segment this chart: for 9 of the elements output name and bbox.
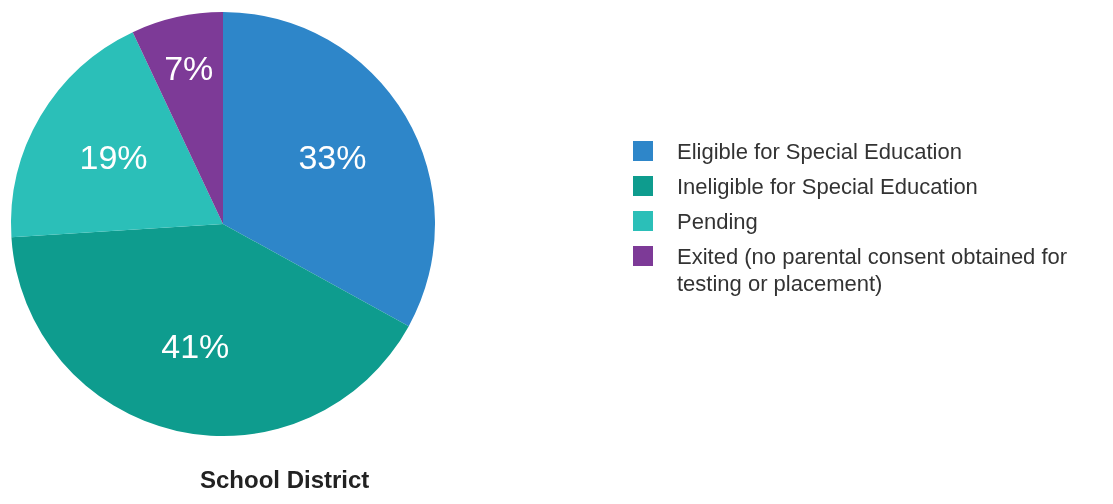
- legend-label: Pending: [677, 208, 758, 235]
- data-label: 19%: [79, 137, 148, 176]
- text: School District: [200, 466, 370, 494]
- legend-label: Ineligible for Special Education: [677, 173, 978, 200]
- legend-label: Eligible for Special Education: [677, 138, 962, 165]
- legend-label: Exited (no parental consent obtained for testing or placement): [677, 243, 1069, 297]
- data-label: 7%: [164, 49, 214, 88]
- data-label: 41%: [161, 326, 230, 365]
- data-label: 33%: [298, 137, 367, 176]
